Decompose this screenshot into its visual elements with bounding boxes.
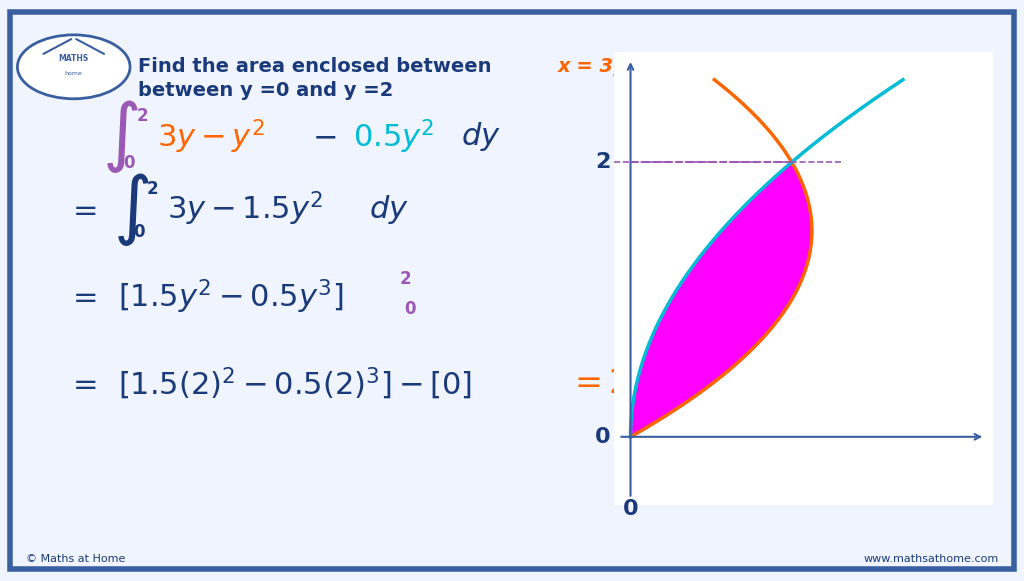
- Text: $3y - y^2$: $3y - y^2$: [157, 117, 264, 156]
- Text: 2: 2: [136, 107, 147, 125]
- Text: 2: 2: [399, 270, 411, 288]
- Text: $dy$: $dy$: [461, 120, 501, 153]
- Text: $\int$: $\int$: [113, 171, 150, 248]
- Text: $[1.5(2)^2 - 0.5(2)^3] - [0]$: $[1.5(2)^2 - 0.5(2)^3] - [0]$: [118, 365, 472, 401]
- Text: 2: 2: [595, 152, 610, 172]
- Text: x = 3y − y²: x = 3y − y²: [558, 58, 678, 76]
- Text: $dy$: $dy$: [369, 193, 409, 225]
- Text: $=$: $=$: [67, 369, 97, 398]
- Text: Find the area enclosed between: Find the area enclosed between: [138, 58, 499, 76]
- Text: © Maths at Home: © Maths at Home: [26, 554, 125, 564]
- Text: www.mathsathome.com: www.mathsathome.com: [863, 554, 998, 564]
- Text: 0: 0: [404, 300, 416, 318]
- Text: 2: 2: [146, 180, 158, 198]
- Text: $\int$: $\int$: [102, 98, 139, 175]
- Text: x = 0.5y²: x = 0.5y²: [753, 58, 851, 76]
- Text: $[1.5y^2 - 0.5y^3]$: $[1.5y^2 - 0.5y^3]$: [118, 277, 343, 315]
- Text: home: home: [65, 71, 83, 76]
- Text: $=$: $=$: [67, 282, 97, 311]
- Text: $3y - 1.5y^2$: $3y - 1.5y^2$: [167, 190, 324, 228]
- Text: 0: 0: [133, 224, 144, 241]
- Text: $=$: $=$: [67, 195, 97, 224]
- Text: and: and: [717, 58, 771, 76]
- Text: between y =0 and y =2: between y =0 and y =2: [138, 81, 393, 99]
- Text: $ - $: $ - $: [312, 122, 337, 151]
- Text: $0.5y^2$: $0.5y^2$: [353, 117, 435, 156]
- Circle shape: [17, 35, 130, 99]
- Text: 0: 0: [595, 427, 610, 447]
- Text: 0: 0: [623, 498, 638, 519]
- Text: $= 2\ \mathbf{units}^2$: $= 2\ \mathbf{units}^2$: [568, 366, 751, 401]
- Text: 0: 0: [123, 154, 134, 171]
- Text: MATHS: MATHS: [58, 53, 89, 63]
